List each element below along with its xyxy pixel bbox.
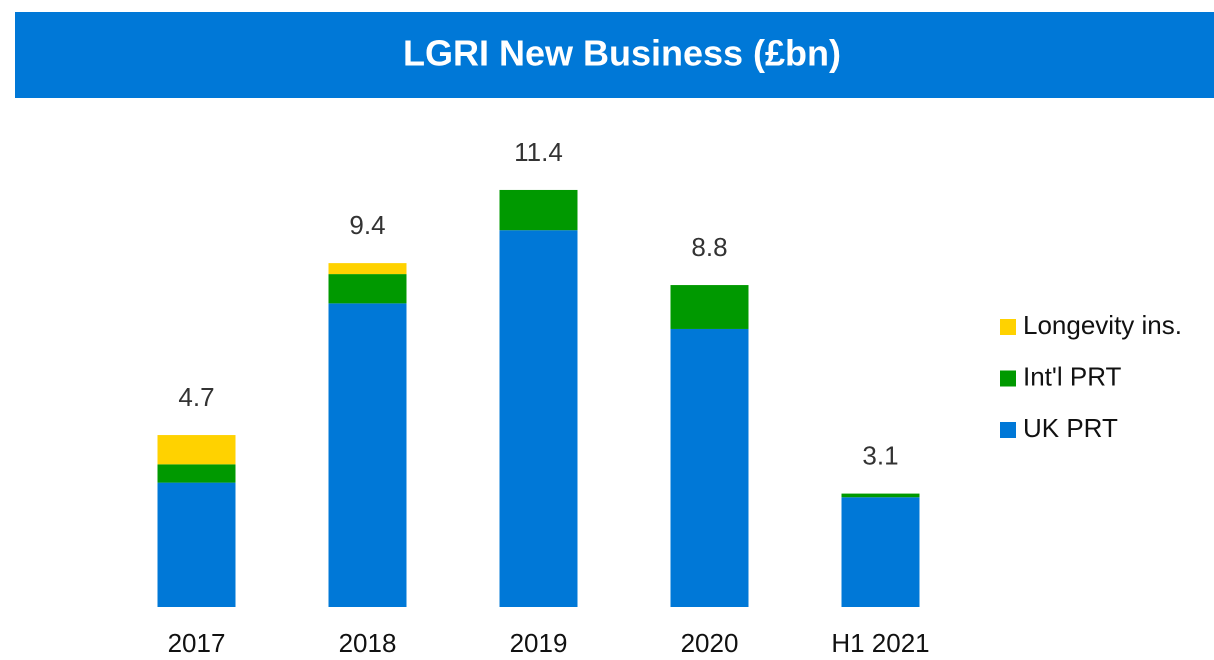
total-label: 3.1 <box>862 440 898 470</box>
x-tick-label: 2019 <box>510 628 568 658</box>
x-tick-label: 2018 <box>339 628 397 658</box>
bar-segment <box>328 274 407 304</box>
bar-segment <box>157 435 236 465</box>
legend-swatch <box>1000 370 1016 387</box>
legend-swatch <box>1000 422 1016 438</box>
bar-segment <box>328 303 407 607</box>
bar-segment <box>157 464 236 483</box>
total-label: 9.4 <box>349 210 385 240</box>
total-label: 4.7 <box>178 382 214 412</box>
total-label: 11.4 <box>514 137 563 167</box>
x-tick-label: H1 2021 <box>831 628 929 658</box>
title-band <box>15 12 1214 98</box>
x-tick-label: 2017 <box>168 628 226 658</box>
bar-segment <box>499 189 578 231</box>
bar-segment <box>157 482 236 607</box>
x-tick-label: 2020 <box>681 628 739 658</box>
bar-segment <box>841 497 920 607</box>
legend-label: UK PRT <box>1023 413 1118 443</box>
bar-segment <box>670 285 749 329</box>
bar-segment <box>841 493 920 498</box>
total-label: 8.8 <box>691 232 727 262</box>
bar-segment <box>328 263 407 275</box>
chart-title: LGRI New Business (£bn) <box>403 33 841 74</box>
legend-label: Longevity ins. <box>1023 310 1182 340</box>
legend-swatch <box>1000 319 1016 335</box>
bar-segment <box>499 230 578 608</box>
bar-segment <box>670 328 749 607</box>
legend-label: Int'l PRT <box>1023 361 1122 391</box>
